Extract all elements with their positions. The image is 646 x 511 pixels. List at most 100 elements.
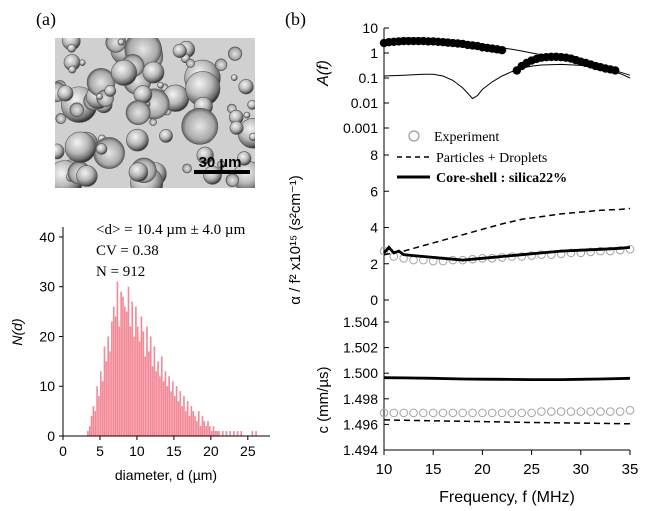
histogram-bar [162,381,165,436]
histogram-bar [118,326,121,436]
droplet [76,165,98,187]
middle-y-ticks: 0 2 4 6 8 [370,147,389,308]
droplet [57,85,74,102]
bottom-experiment-point [497,408,507,418]
droplet [182,163,192,174]
middle-experiment-point [586,247,595,257]
histogram-bar [111,321,113,436]
histogram-bar [131,301,134,436]
droplet [230,74,238,82]
histogram-bar [214,431,217,436]
legend: Experiment Particles + Droplets Core-she… [397,130,567,186]
histogram-bar [203,421,206,436]
bottom-y-tick-label: 1.498 [343,391,378,407]
histogram-bar [138,341,141,436]
histogram-bar [127,286,130,436]
histogram-bar [199,426,202,436]
histogram-bar [149,336,152,436]
bottom-y-ticks: 1.494 1.496 1.498 1.500 1.502 1.504 [343,314,389,458]
histogram-x-ticks: 0 5 10 15 20 25 [59,436,256,459]
legend-label-experiment: Experiment [434,130,499,145]
bottom-experiment-point [487,408,497,418]
droplet [64,131,97,163]
top-y-tick-label: 10 [362,20,378,36]
histogram-x-tick-label: 5 [96,443,104,459]
b-x-tick-label: 10 [376,461,393,478]
bottom-experiment-point [615,407,625,416]
histogram-bar [221,431,224,436]
top-y-ticks: 10 1 0.1 0.01 0.001 [343,20,389,136]
droplet [104,85,117,97]
bottom-plot-data [379,376,635,425]
bottom-experiment-point [458,408,468,418]
bottom-experiment-point [468,408,477,418]
droplet [181,107,219,145]
panel-a-label: (a) [36,9,56,30]
histogram-bar [210,431,213,436]
middle-experiment-point [625,244,635,254]
top-y-tick-label: 0.001 [343,120,378,136]
droplet-layer [55,38,255,188]
histogram-bar [186,401,189,436]
histogram-bar [157,361,159,436]
histogram-bar [166,386,169,436]
droplet [248,132,255,141]
droplet [237,151,252,166]
top-y-tick-label: 1 [370,45,378,61]
droplet [117,38,125,46]
histogram-x-tick-label: 15 [166,443,182,459]
b-x-tick-label: 20 [474,461,491,478]
histogram-y-ticks: 0 10 20 30 40 [39,229,63,444]
b-x-tick-label: 30 [572,461,589,478]
histogram-x-tick-label: 20 [203,443,219,459]
middle-y-tick-label: 4 [370,220,378,236]
histogram-y-label: N(d) [9,318,25,345]
histogram-bar [105,361,108,436]
droplet [157,81,164,89]
droplet [159,128,173,143]
droplet [172,43,187,58]
histogram: 0 5 10 15 20 25 0 10 20 30 40 diameter, d (µm) N(… [9,222,270,483]
legend-label-particles: Particles + Droplets [436,151,547,166]
middle-experiment-point [596,246,605,256]
histogram-bar [142,331,145,436]
histogram-y-tick-label: 30 [39,279,55,295]
histogram-bar [88,426,91,436]
droplet [196,146,214,164]
top-model-dip-line [383,63,631,100]
top-model-line [383,40,631,76]
bottom-experiment-point [448,408,458,418]
histogram-x-tick-label: 10 [129,443,145,459]
histogram-x-tick-label: 25 [240,443,256,459]
bottom-experiment-point [428,408,438,418]
histogram-bar [168,376,170,436]
bottom-experiment-point [478,408,487,418]
droplet [217,160,226,169]
histogram-bar [103,346,106,436]
middle-y-label: α / f² x10¹⁵ (s²cm⁻¹) [287,175,304,304]
histogram-bar [116,281,119,436]
middle-experiment-point [527,251,536,260]
bottom-experiment-point [566,407,576,416]
middle-experiment-point [379,246,389,256]
middle-experiment-point [409,255,418,265]
top-y-tick-label: 0.01 [351,95,378,111]
histogram-bar [98,396,100,436]
bottom-experiment-point [556,407,566,416]
droplet [238,79,254,95]
top-y-label: A(f) [315,60,332,87]
b-x-tick-label: 35 [622,461,639,478]
top-data-point [497,45,507,55]
histogram-bar [183,396,185,436]
histogram-bar [148,351,150,436]
histogram-bar [160,356,163,436]
histogram-bar [87,431,89,436]
histogram-bar [101,381,104,436]
b-x-label: Frequency, f (MHz) [439,489,575,506]
bottom-experiment-point [399,408,408,418]
histogram-bar [218,431,220,436]
bottom-y-tick-label: 1.496 [343,416,378,432]
middle-y-tick-label: 8 [370,147,378,163]
histogram-bar [196,421,198,436]
histogram-bar [136,326,139,436]
